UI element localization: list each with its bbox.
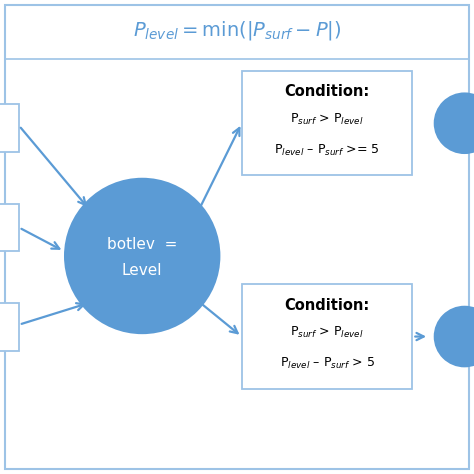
Text: botlev  =: botlev = xyxy=(107,237,177,252)
Text: P$_{surf}$ > P$_{level}$: P$_{surf}$ > P$_{level}$ xyxy=(290,325,364,340)
Text: $\mathit{P}_{level}$$ = \mathrm{min}(|P_{surf} - P|)$: $\mathit{P}_{level}$$ = \mathrm{min}(|P_… xyxy=(133,19,341,42)
FancyBboxPatch shape xyxy=(242,284,412,389)
Text: Condition:: Condition: xyxy=(284,84,370,100)
FancyBboxPatch shape xyxy=(242,71,412,175)
FancyBboxPatch shape xyxy=(0,104,19,152)
Text: Level: Level xyxy=(122,263,163,278)
FancyBboxPatch shape xyxy=(0,303,19,351)
Circle shape xyxy=(434,306,474,367)
Circle shape xyxy=(64,178,220,334)
FancyBboxPatch shape xyxy=(0,204,19,251)
Text: P$_{level}$ – P$_{surf}$ > 5: P$_{level}$ – P$_{surf}$ > 5 xyxy=(280,356,374,371)
Text: Condition:: Condition: xyxy=(284,298,370,313)
Text: P$_{surf}$ > P$_{level}$: P$_{surf}$ > P$_{level}$ xyxy=(290,111,364,127)
FancyBboxPatch shape xyxy=(5,5,469,469)
Circle shape xyxy=(434,92,474,154)
Text: P$_{level}$ – P$_{surf}$ >= 5: P$_{level}$ – P$_{surf}$ >= 5 xyxy=(274,143,380,158)
